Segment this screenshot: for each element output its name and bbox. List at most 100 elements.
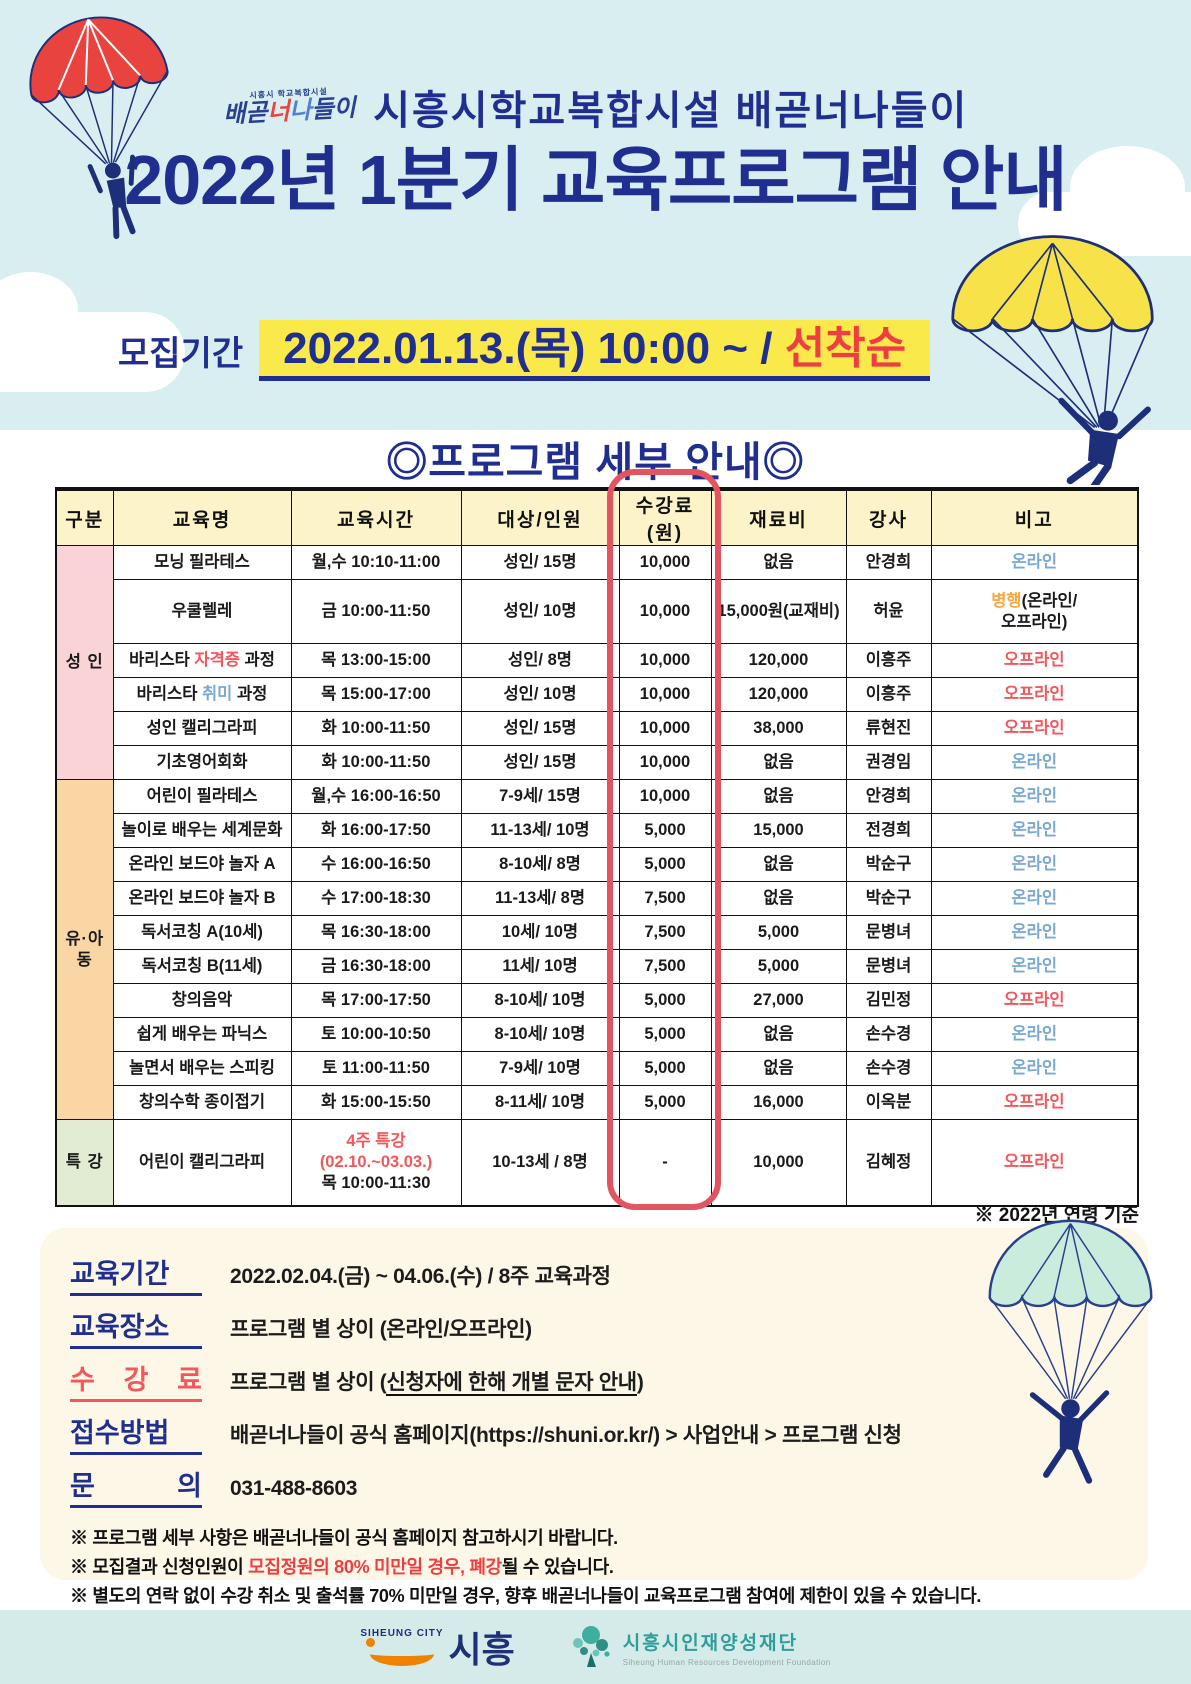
cell-time: 목 15:00-17:00 [290, 677, 462, 712]
cell-time: 목 13:00-15:00 [290, 643, 462, 678]
cell-fee: 7,500 [618, 949, 712, 984]
cell-target: 성인/ 15명 [460, 711, 620, 746]
cell-teacher: 권경임 [845, 745, 932, 780]
cloud-icon [0, 272, 185, 392]
column-header: 구분 [55, 488, 114, 546]
table-row: 독서코칭 A(10세) 목 16:30-18:00 10세/ 10명 7,500 5,0… [56, 915, 1139, 950]
cell-material: 없음 [710, 1017, 847, 1052]
cell-time: 화 10:00-11:50 [290, 711, 462, 746]
siheung-city-logo-kr: 시흥 [448, 1628, 515, 1670]
info-row: 접수방법 배곧너나들이 공식 홈페이지(https://shuni.or.kr/)… [70, 1411, 1118, 1455]
cell-fee: 10,000 [618, 745, 712, 780]
cell-material: 없음 [710, 847, 847, 882]
cell-teacher: 류현진 [845, 711, 932, 746]
table-header-row: 구분 교육명 교육시간 대상/인원 수강료(원) 재료비 강사 비고 [55, 488, 1139, 546]
column-header: 수강료(원) [618, 488, 712, 546]
cell-note: 오프라인 [930, 1119, 1139, 1206]
cell-material: 없음 [710, 1051, 847, 1086]
cell-time: 월,수 16:00-16:50 [290, 779, 462, 814]
baegot-logo: 시흥시 학교복합시설 배곧너나들이 [222, 87, 356, 128]
cell-program-name: 바리스타 취미 과정 [112, 677, 292, 712]
cell-program-name: 바리스타 자격증 과정 [112, 643, 292, 678]
cell-program-name: 어린이 캘리그라피 [112, 1119, 292, 1206]
cell-fee: 5,000 [618, 983, 712, 1018]
cell-time: 수 17:00-18:30 [290, 881, 462, 916]
info-value: 프로그램 별 상이 (신청자에 한해 개별 문자 안내) [230, 1371, 644, 1396]
cell-fee: 5,000 [618, 847, 712, 882]
cell-note: 온라인 [930, 881, 1139, 916]
cell-target: 성인/ 15명 [460, 545, 620, 580]
org-row: 시흥시 학교복합시설 배곧너나들이 시흥시학교복합시설 배곧너나들이 [0, 78, 1191, 136]
cell-target: 11-13세/ 8명 [460, 881, 620, 916]
cell-teacher: 박순구 [845, 881, 932, 916]
info-label: 교육장소 [70, 1305, 202, 1349]
cell-program-name: 창의음악 [112, 983, 292, 1018]
cell-target: 10-13세 / 8명 [460, 1119, 620, 1206]
cell-program-name: 독서코칭 B(11세) [112, 949, 292, 984]
cell-target: 성인/ 10명 [460, 677, 620, 712]
cell-target: 11-13세/ 10명 [460, 813, 620, 848]
cell-target: 10세/ 10명 [460, 915, 620, 950]
cell-fee: 10,000 [618, 643, 712, 678]
cell-material: 없음 [710, 779, 847, 814]
cell-target: 성인/ 10명 [460, 579, 620, 644]
table-row: 창의음악 목 17:00-17:50 8-10세/ 10명 5,000 27,000 김민… [56, 983, 1139, 1018]
cell-material: 120,000 [710, 643, 847, 678]
table-row: 특 강 어린이 캘리그라피 4주 특강 (02.10.~03.03.) 목 10:0… [55, 1119, 1139, 1206]
table-row: 바리스타 취미 과정 목 15:00-17:00 성인/ 10명 10,000 120,… [56, 677, 1139, 712]
cell-target: 성인/ 8명 [460, 643, 620, 678]
parachutist-red-icon [29, 16, 169, 240]
cell-program-name: 놀이로 배우는 세계문화 [112, 813, 292, 848]
footer: SIHEUNG CITY 시흥 시흥시인재양성재단 Siheung Human … [0, 1610, 1191, 1684]
note-line: ※ 별도의 연락 없이 수강 취소 및 출석률 70% 미만일 경우, 향후 배… [70, 1586, 982, 1607]
first-come-text: 선착순 [784, 324, 907, 373]
cell-fee: 5,000 [618, 1085, 712, 1120]
note-line: ※ 프로그램 세부 사항은 배곧너나들이 공식 홈페이지 참고하시기 바랍니다. [70, 1528, 618, 1548]
cell-note: 오프라인 [930, 983, 1139, 1018]
cell-fee: 5,000 [618, 1051, 712, 1086]
foundation-logo-text: 시흥시인재양성재단 Siheung Human Resources Develo… [623, 1628, 831, 1667]
tree-icon [572, 1626, 610, 1667]
cell-target: 11세/ 10명 [460, 949, 620, 984]
cell-teacher: 이흥주 [845, 643, 932, 678]
cell-note: 온라인 [930, 745, 1139, 780]
siheung-city-logo: SIHEUNG CITY 시흥 [360, 1628, 515, 1670]
cell-note: 온라인 [930, 1051, 1139, 1086]
cell-note: 병행(온라인/ 오프라인) [930, 579, 1139, 644]
recruit-period-label: 모집기간 [118, 335, 244, 374]
group-cell: 성 인 [55, 545, 114, 780]
info-rows: 교육기간 2022.02.04.(금) ~ 04.06.(수) / 8주 교육과정… [70, 1252, 1118, 1508]
cell-program-name: 온라인 보드야 놀자 B [112, 881, 292, 916]
info-row: 수 강 료 프로그램 별 상이 (신청자에 한해 개별 문자 안내) [70, 1358, 1118, 1402]
group-cell: 유·아동 [55, 779, 114, 1120]
table-row: 쉽게 배우는 파닉스 토 10:00-10:50 8-10세/ 10명 5,000 없음… [56, 1017, 1139, 1052]
table-row: 바리스타 자격증 과정 목 13:00-15:00 성인/ 8명 10,000 120,… [56, 643, 1139, 678]
program-table-wrap: 구분 교육명 교육시간 대상/인원 수강료(원) 재료비 강사 비고 성 인 모닝 필라테스 월,… [55, 469, 1139, 1210]
cell-material: 없음 [710, 545, 847, 580]
table-row: 창의수학 종이접기 화 15:00-15:50 8-11세/ 10명 5,000 16,… [56, 1085, 1139, 1120]
cell-teacher: 김민정 [845, 983, 932, 1018]
cell-note: 온라인 [930, 949, 1139, 984]
parachutist-mint-icon [988, 1219, 1153, 1484]
recruit-period-date: 2022.01.13.(목) 10:00 ~ / [283, 324, 785, 373]
cell-material: 27,000 [710, 983, 847, 1018]
cell-time: 화 16:00-17:50 [290, 813, 462, 848]
info-label: 접수방법 [70, 1411, 202, 1455]
foundation-logo: 시흥시인재양성재단 Siheung Human Resources Develo… [569, 1623, 831, 1671]
poster-main-title: 2022년 1분기 교육프로그램 안내 [124, 141, 1067, 219]
cell-time: 목 17:00-17:50 [290, 983, 462, 1018]
cell-time: 금 16:30-18:00 [290, 949, 462, 984]
cell-note: 온라인 [930, 1017, 1139, 1052]
cell-target: 8-10세/ 8명 [460, 847, 620, 882]
cell-program-name: 온라인 보드야 놀자 A [112, 847, 292, 882]
table-row: 놀이로 배우는 세계문화 화 16:00-17:50 11-13세/ 10명 5,00… [56, 813, 1139, 848]
cell-program-name: 창의수학 종이접기 [112, 1085, 292, 1120]
info-row: 교육기간 2022.02.04.(금) ~ 04.06.(수) / 8주 교육과정 [70, 1252, 1118, 1296]
cell-note: 온라인 [930, 545, 1139, 580]
cell-fee: 5,000 [618, 1017, 712, 1052]
cell-teacher: 박순구 [845, 847, 932, 882]
info-value: 031-488-8603 [230, 1477, 358, 1500]
cell-note: 온라인 [930, 847, 1139, 882]
